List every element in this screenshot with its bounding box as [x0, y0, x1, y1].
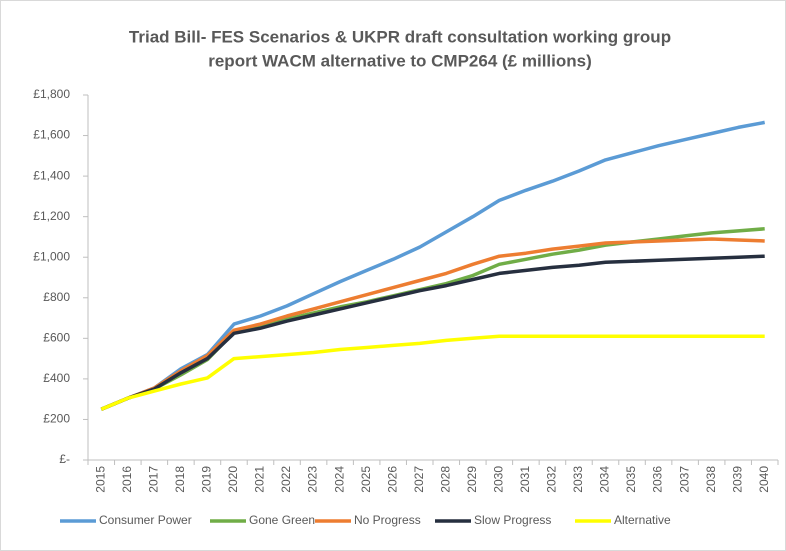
- x-tick-label: 2038: [704, 466, 718, 493]
- y-tick-label: £1,000: [33, 249, 70, 263]
- x-tick-label: 2026: [385, 466, 399, 493]
- chart-title: Triad Bill- FES Scenarios & UKPR draft c…: [129, 27, 671, 46]
- x-tick-label: 2035: [624, 466, 638, 493]
- legend-label: Alternative: [614, 513, 671, 527]
- y-tick-label: £1,800: [33, 87, 70, 101]
- x-tick-label: 2033: [571, 466, 585, 493]
- x-tick-label: 2018: [173, 466, 187, 493]
- x-tick-label: 2040: [757, 466, 771, 493]
- x-tick-label: 2021: [253, 466, 267, 493]
- x-tick-label: 2024: [332, 466, 346, 493]
- x-tick-label: 2034: [598, 466, 612, 493]
- legend-label: Slow Progress: [474, 513, 551, 527]
- x-tick-label: 2037: [677, 466, 691, 493]
- line-series: [100, 334, 765, 411]
- y-tick-label: £400: [43, 371, 70, 385]
- x-tick-label: 2023: [306, 466, 320, 493]
- x-tick-label: 2022: [279, 466, 293, 493]
- x-tick-label: 2027: [412, 466, 426, 493]
- y-tick-label: £800: [43, 290, 70, 304]
- y-tick-label: £-: [59, 452, 70, 466]
- x-tick-label: 2017: [147, 466, 161, 493]
- legend-label: Gone Green: [249, 513, 315, 527]
- y-tick-label: £1,400: [33, 168, 70, 182]
- legend-label: No Progress: [354, 513, 421, 527]
- x-tick-label: 2025: [359, 466, 373, 493]
- y-tick-label: £600: [43, 331, 70, 345]
- x-tick-label: 2036: [651, 466, 665, 493]
- y-tick-label: £1,600: [33, 128, 70, 142]
- y-tick-label: £200: [43, 412, 70, 426]
- chart-title: report WACM alternative to CMP264 (£ mil…: [208, 51, 592, 70]
- x-tick-label: 2020: [226, 466, 240, 493]
- x-tick-label: 2016: [120, 466, 134, 493]
- line-series: [100, 237, 765, 411]
- x-tick-label: 2028: [438, 466, 452, 493]
- x-tick-label: 2039: [730, 466, 744, 493]
- x-tick-label: 2015: [93, 466, 107, 493]
- x-tick-label: 2019: [200, 466, 214, 493]
- line-series: [100, 254, 765, 411]
- y-tick-label: £1,200: [33, 209, 70, 223]
- x-tick-label: 2031: [518, 466, 532, 493]
- legend-label: Consumer Power: [99, 513, 192, 527]
- x-tick-label: 2032: [545, 466, 559, 493]
- x-tick-label: 2029: [465, 466, 479, 493]
- x-tick-label: 2030: [492, 466, 506, 493]
